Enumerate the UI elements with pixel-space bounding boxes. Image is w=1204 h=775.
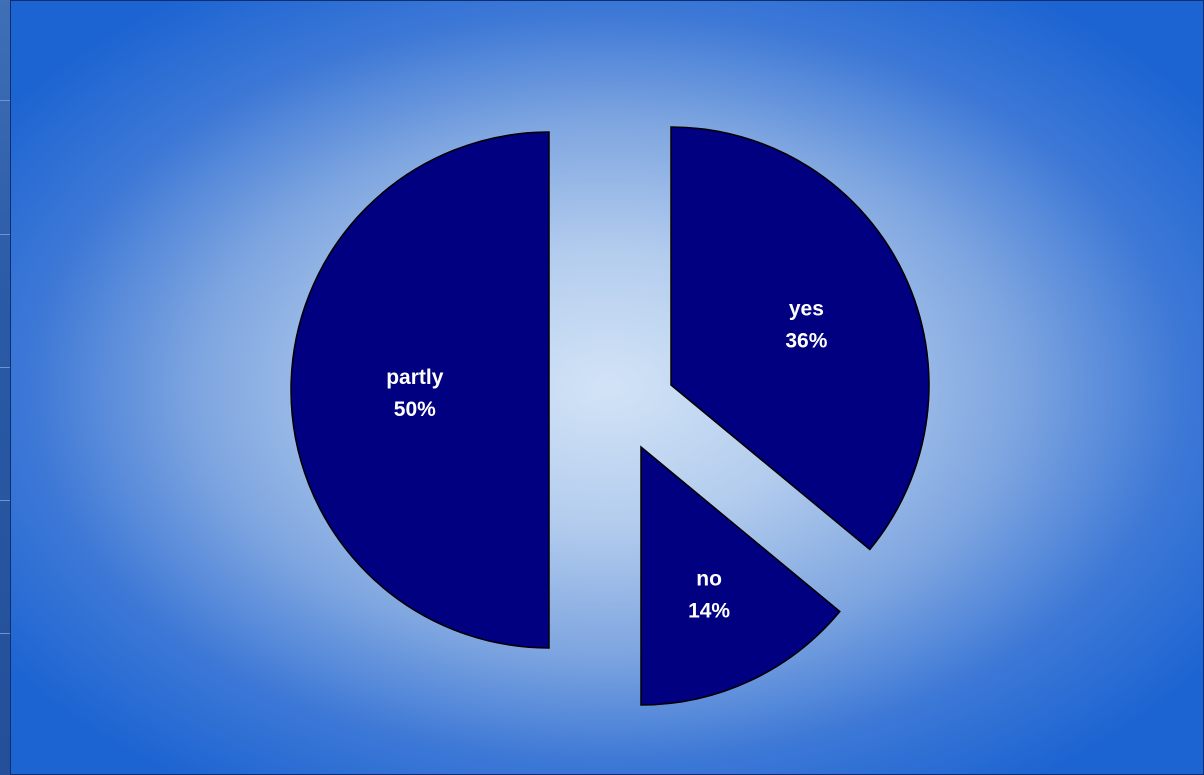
strip-tick [0, 234, 10, 235]
pie-slice-partly [290, 131, 550, 649]
pie-slice-no [640, 445, 841, 706]
slice-label-yes: yes [789, 297, 824, 320]
left-edge-strip [0, 0, 10, 775]
slice-label-partly: partly [386, 366, 444, 389]
slice-label-no: no [696, 568, 722, 591]
strip-tick [0, 633, 10, 634]
strip-tick [0, 500, 10, 501]
slice-value-partly: 50% [394, 398, 436, 421]
slice-value-yes: 36% [785, 329, 827, 352]
slice-value-no: 14% [688, 600, 730, 623]
strip-tick [0, 100, 10, 101]
strip-tick [0, 367, 10, 368]
chart-background [10, 0, 1204, 775]
pie-slice-yes [670, 126, 930, 551]
